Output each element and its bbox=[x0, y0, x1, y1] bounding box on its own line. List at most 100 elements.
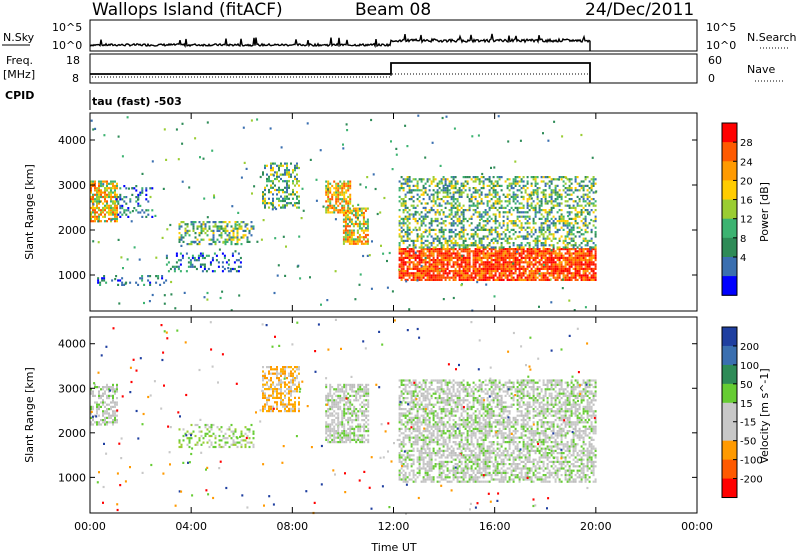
echo-cell bbox=[578, 200, 581, 203]
echo-cell bbox=[480, 244, 483, 247]
echo-cell bbox=[117, 238, 120, 241]
echo-cell bbox=[436, 244, 439, 247]
echo-cell bbox=[98, 189, 100, 192]
echo-cell bbox=[108, 187, 110, 190]
echo-cell bbox=[112, 206, 114, 210]
echo-cell bbox=[482, 252, 485, 255]
echo-cell bbox=[432, 265, 435, 268]
echo-cell bbox=[450, 209, 453, 212]
echo-cell bbox=[542, 191, 545, 194]
echo-cell bbox=[430, 220, 433, 223]
echo-cell bbox=[458, 274, 461, 277]
echo-cell bbox=[141, 275, 144, 278]
echo-cell bbox=[192, 229, 195, 232]
echo-cell bbox=[432, 256, 435, 259]
echo-cell bbox=[542, 180, 545, 183]
echo-cell bbox=[528, 252, 531, 255]
echo-cell bbox=[472, 259, 475, 262]
echo-cell bbox=[454, 211, 457, 214]
echo-cell bbox=[520, 265, 523, 268]
echo-cell bbox=[236, 221, 239, 224]
echo-cell bbox=[327, 438, 330, 441]
echo-cell bbox=[502, 237, 505, 240]
echo-cell bbox=[454, 176, 457, 179]
echo-cell bbox=[256, 118, 259, 121]
echo-cell bbox=[500, 246, 503, 249]
echo-cell bbox=[284, 383, 286, 386]
echo-cell bbox=[290, 202, 292, 205]
echo-cell bbox=[98, 182, 100, 185]
echo-cell bbox=[212, 232, 215, 235]
echo-cell bbox=[344, 227, 347, 230]
echo-cell bbox=[329, 386, 332, 389]
echo-cell bbox=[296, 191, 298, 194]
echo-cell bbox=[331, 206, 334, 210]
echo-cell bbox=[534, 237, 537, 240]
echo-cell bbox=[448, 237, 451, 240]
echo-cell bbox=[546, 250, 549, 253]
echo-cell bbox=[188, 432, 191, 435]
echo-cell bbox=[96, 412, 98, 415]
echo-cell bbox=[550, 206, 553, 209]
echo-cell bbox=[556, 202, 559, 205]
echo-cell bbox=[345, 383, 348, 386]
echo-cell bbox=[546, 211, 549, 214]
echo-cell bbox=[582, 250, 585, 253]
echo-cell bbox=[516, 246, 519, 249]
echo-cell bbox=[213, 194, 215, 197]
echo-cell bbox=[100, 191, 102, 194]
echo-cell bbox=[428, 276, 431, 279]
echo-cell bbox=[416, 180, 419, 183]
echo-cell bbox=[266, 388, 268, 391]
echo-cell bbox=[510, 252, 513, 255]
echo-cell bbox=[100, 211, 102, 214]
echo-cell bbox=[270, 180, 272, 183]
echo-cell bbox=[578, 182, 581, 185]
echo-cell bbox=[442, 184, 445, 187]
echo-cell bbox=[514, 180, 517, 183]
echo-cell bbox=[450, 195, 453, 198]
echo-cell bbox=[274, 385, 276, 388]
echo-cell bbox=[452, 263, 455, 266]
echo-cell bbox=[366, 240, 369, 243]
echo-cell bbox=[456, 211, 459, 214]
echo-cell bbox=[472, 252, 475, 255]
echo-cell bbox=[346, 207, 349, 210]
echo-cell bbox=[408, 250, 411, 253]
echo-cell bbox=[560, 195, 563, 198]
echo-cell bbox=[488, 242, 491, 245]
echo-cell bbox=[94, 401, 96, 404]
echo-cell bbox=[436, 254, 439, 257]
echo-cell bbox=[510, 254, 513, 257]
echo-cell bbox=[484, 224, 487, 227]
echo-cell bbox=[552, 204, 555, 207]
echo-cell bbox=[251, 192, 253, 195]
echo-cell bbox=[580, 254, 583, 257]
echo-cell bbox=[183, 291, 186, 294]
echo-cell bbox=[224, 240, 227, 243]
echo-cell bbox=[468, 267, 471, 270]
echo-cell bbox=[458, 265, 461, 268]
echo-cell bbox=[182, 428, 185, 431]
echo-cell bbox=[440, 222, 443, 225]
echo-cell bbox=[584, 237, 587, 240]
echo-cell bbox=[402, 220, 405, 223]
echo-cell bbox=[414, 259, 417, 262]
echo-cell bbox=[584, 278, 587, 281]
echo-cell bbox=[358, 240, 361, 243]
echo-cell bbox=[576, 278, 579, 281]
echo-cell bbox=[520, 228, 523, 231]
echo-cell bbox=[440, 265, 443, 268]
echo-cell bbox=[446, 178, 449, 181]
echo-cell bbox=[90, 388, 92, 391]
echo-cell bbox=[544, 242, 547, 245]
echo-cell bbox=[327, 195, 330, 199]
echo-cell bbox=[326, 299, 329, 302]
echo-cell bbox=[290, 370, 292, 373]
echo-cell bbox=[108, 204, 110, 207]
echo-cell bbox=[462, 191, 465, 194]
echo-cell bbox=[540, 252, 543, 255]
echo-cell bbox=[418, 259, 421, 262]
echo-cell bbox=[490, 265, 493, 268]
echo-cell bbox=[574, 250, 577, 253]
